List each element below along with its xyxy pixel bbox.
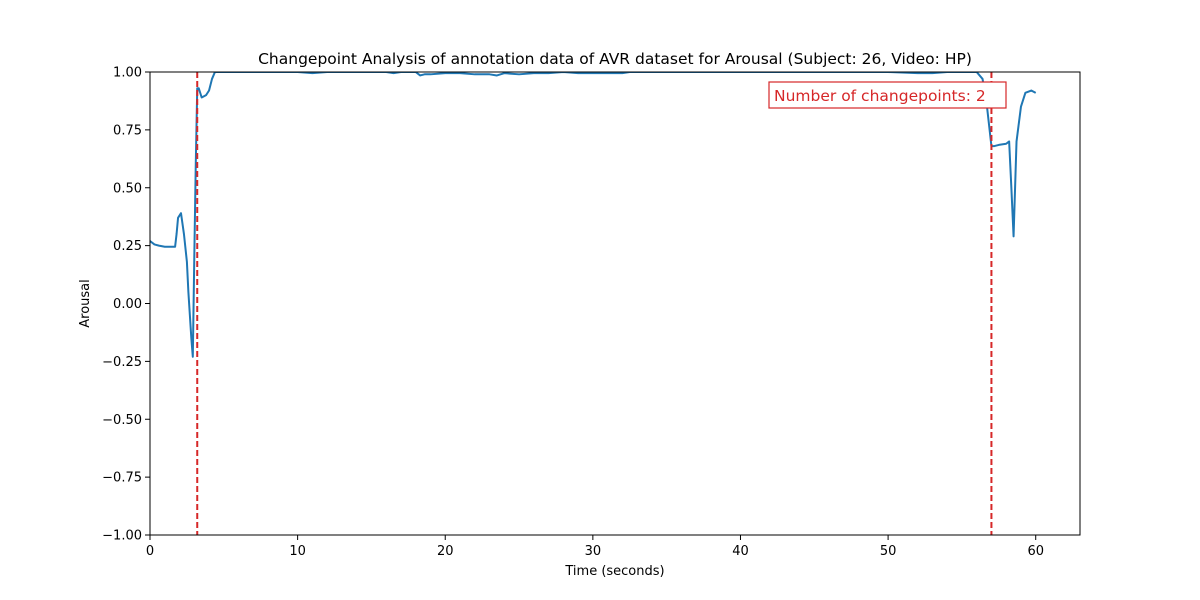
y-tick-label: 0.50 — [113, 181, 142, 196]
y-tick-label: 1.00 — [113, 66, 142, 81]
annotation-box — [768, 81, 1007, 109]
x-tick-label: 0 — [146, 544, 154, 559]
y-tick-label: 0.25 — [113, 239, 142, 254]
y-tick-label: −1.00 — [102, 529, 142, 544]
x-tick-label: 40 — [732, 544, 749, 559]
x-tick-label: 10 — [289, 544, 306, 559]
x-axis-label: Time (seconds) — [564, 564, 664, 579]
changepoint-lines — [196, 72, 993, 535]
x-tick-label: 30 — [585, 544, 602, 559]
y-axis-ticks: 1.00 0.75 0.50 0.25 0.00 −0.25 −0.50 −0.75 −1.00 — [102, 66, 150, 544]
y-tick-label: −0.50 — [102, 413, 142, 428]
x-tick-label: 60 — [1027, 544, 1044, 559]
chart-title: Changepoint Analysis of annotation data … — [258, 50, 972, 68]
x-axis-ticks: 0 10 20 30 40 50 60 — [146, 535, 1044, 559]
annotation-text: Number of changepoints: 2 — [774, 87, 986, 105]
changepoint-count-annotation: Number of changepoints: 2 — [768, 81, 1007, 109]
y-tick-label: 0.00 — [113, 297, 142, 312]
series-line — [150, 72, 1037, 358]
y-axis-label: Arousal — [78, 279, 93, 328]
x-tick-label: 50 — [880, 544, 897, 559]
y-tick-label: −0.25 — [102, 355, 142, 370]
x-tick-label: 20 — [437, 544, 454, 559]
y-tick-label: −0.75 — [102, 471, 142, 486]
y-tick-label: 0.75 — [113, 123, 142, 138]
plot-frame — [149, 71, 1081, 536]
